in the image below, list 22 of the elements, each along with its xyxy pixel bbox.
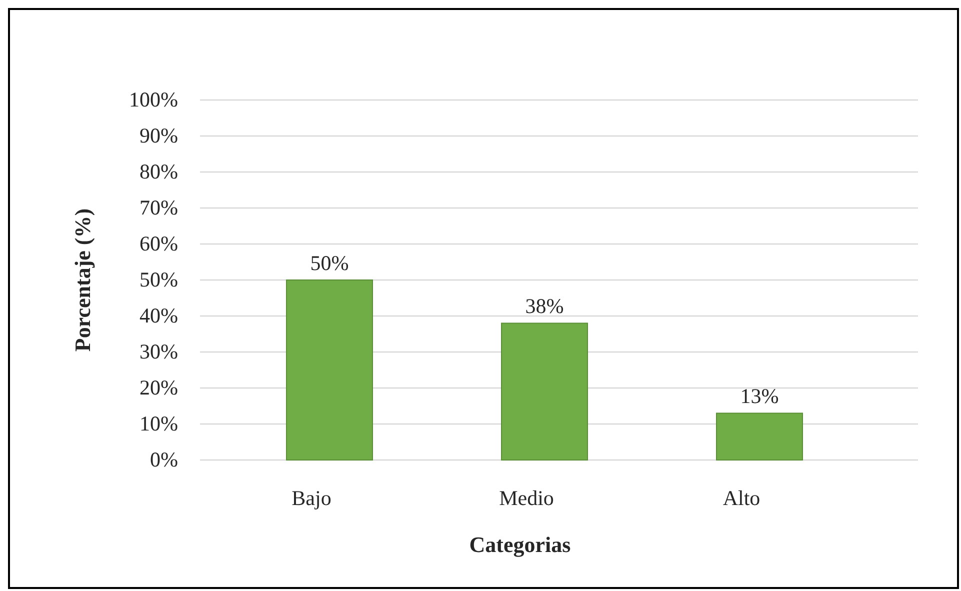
y-tick-label: 70% — [140, 196, 178, 220]
x-tick-label: Medio — [499, 486, 554, 510]
bar — [501, 322, 588, 460]
y-tick-label: 60% — [140, 232, 178, 256]
data-label: 38% — [525, 294, 564, 318]
y-tick-label: 0% — [150, 448, 178, 472]
y-tick-label: 80% — [140, 160, 178, 184]
y-tick-label: 10% — [140, 412, 178, 436]
y-tick-label: 50% — [140, 268, 178, 292]
y-tick-label: 30% — [140, 340, 178, 364]
y-axis-title: Porcentaje (%) — [70, 208, 95, 352]
y-tick-label: 20% — [140, 376, 178, 400]
y-tick-label: 90% — [140, 124, 178, 148]
x-tick-label: Alto — [722, 486, 760, 510]
bar — [286, 280, 373, 460]
data-label: 50% — [310, 251, 349, 275]
bar — [716, 412, 803, 460]
data-label: 13% — [740, 384, 779, 408]
x-tick-label: Bajo — [292, 486, 332, 510]
x-axis-title: Categorias — [469, 532, 572, 557]
y-tick-label: 40% — [140, 304, 178, 328]
y-tick-label: 100% — [129, 88, 178, 112]
